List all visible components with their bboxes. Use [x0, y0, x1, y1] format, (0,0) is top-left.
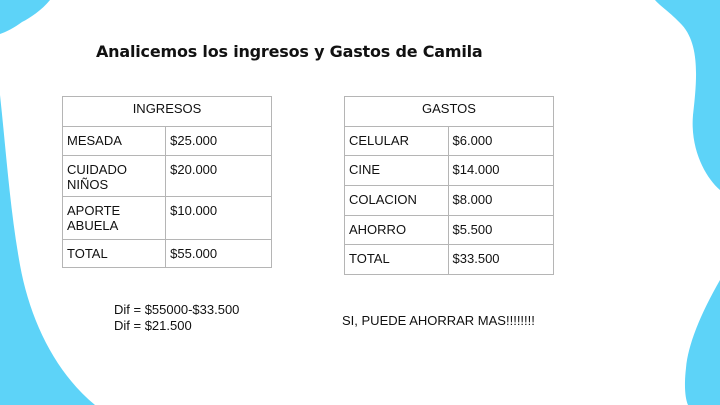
- gasto-label: CINE: [344, 155, 449, 186]
- ingreso-label: MESADA: [61, 126, 167, 156]
- ingreso-value: $10.000: [165, 196, 272, 240]
- table-row: CUIDADO NIÑOS $20.000: [61, 155, 272, 197]
- bottom-left-blob: [0, 95, 95, 405]
- gasto-value: $8.000: [447, 185, 555, 216]
- table-row: COLACION $8.000: [344, 185, 555, 216]
- ingreso-value: $25.000: [165, 126, 272, 156]
- ingreso-label: CUIDADO NIÑOS: [61, 155, 167, 197]
- gasto-label: CELULAR: [344, 126, 449, 156]
- table-row: APORTE ABUELA $10.000: [61, 196, 272, 240]
- table-row: TOTAL $55.000: [61, 239, 272, 268]
- calculation-line-1: Dif = $55000-$33.500: [114, 302, 240, 317]
- gasto-total-value: $33.500: [447, 244, 555, 275]
- gasto-total-label: TOTAL: [344, 244, 449, 275]
- difference-calculation: Dif = $55000-$33.500 Dif = $21.500: [114, 302, 239, 334]
- ingresos-table: INGRESOS MESADA $25.000 CUIDADO NIÑOS $2…: [61, 96, 272, 268]
- gastos-table: GASTOS CELULAR $6.000 CINE $14.000 COLAC…: [344, 96, 555, 275]
- top-left-blob: [0, 0, 50, 34]
- gasto-label: AHORRO: [344, 215, 449, 245]
- bottom-right-blob: [684, 280, 720, 405]
- calculation-line-2: Dif = $21.500: [114, 318, 192, 333]
- table-row: TOTAL $33.500: [344, 244, 555, 275]
- page-title: Analicemos los ingresos y Gastos de Cami…: [96, 42, 483, 61]
- ingreso-total-value: $55.000: [165, 239, 272, 268]
- gasto-value: $14.000: [447, 155, 555, 186]
- gasto-value: $5.500: [447, 215, 555, 245]
- ingreso-label: APORTE ABUELA: [61, 196, 167, 240]
- gasto-label: COLACION: [344, 185, 449, 216]
- conclusion-text: SI, PUEDE AHORRAR MAS!!!!!!!!: [342, 313, 535, 328]
- gastos-header: GASTOS: [344, 96, 554, 127]
- gasto-value: $6.000: [447, 126, 555, 156]
- table-row: AHORRO $5.500: [344, 215, 555, 245]
- table-row: CINE $14.000: [344, 155, 555, 186]
- top-right-blob: [655, 0, 720, 190]
- ingresos-header: INGRESOS: [62, 96, 272, 127]
- ingreso-total-label: TOTAL: [61, 239, 167, 268]
- ingreso-value: $20.000: [165, 155, 272, 197]
- table-row: CELULAR $6.000: [344, 126, 555, 156]
- table-row: MESADA $25.000: [61, 126, 272, 156]
